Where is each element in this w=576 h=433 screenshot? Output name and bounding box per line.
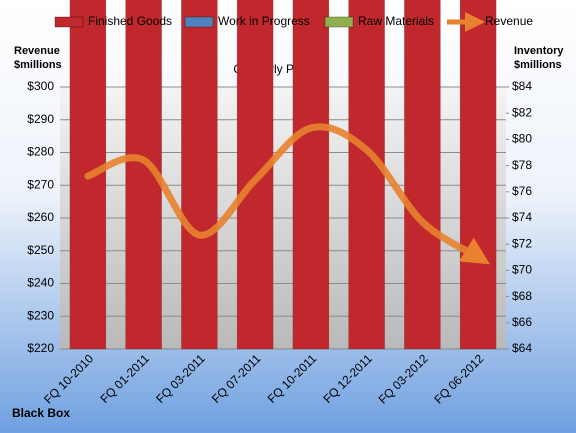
x-tick-label: FQ 03-2012 xyxy=(376,351,431,406)
legend-swatch xyxy=(184,16,214,28)
x-tick-label: FQ 06-2012 xyxy=(431,351,486,406)
y2-tick-label: $70 xyxy=(512,263,532,277)
legend-swatch xyxy=(54,16,84,28)
y-tick-label: $300 xyxy=(27,79,54,93)
y2-tick-label: $76 xyxy=(512,184,532,198)
y2-tick-label: $82 xyxy=(512,105,532,119)
y2-axis-title: Inventory $millions xyxy=(514,45,564,71)
y-tick-label: $280 xyxy=(27,145,54,159)
y-axis-title: Revenue $millions xyxy=(14,45,62,71)
x-tick-label: FQ 12-2011 xyxy=(320,351,375,406)
x-tick-label: FQ 07-2011 xyxy=(209,351,264,406)
y-tick-label: $260 xyxy=(27,210,54,224)
revenue-line xyxy=(84,123,490,265)
y2-tick-label: $72 xyxy=(512,236,532,250)
bar-segment xyxy=(181,0,218,350)
bar-segment xyxy=(292,0,330,350)
y-tick-label: $250 xyxy=(27,243,54,257)
x-tick-label: FQ 10-2010 xyxy=(41,351,96,406)
y2-tick-label: $84 xyxy=(512,79,532,93)
y2-tick-label: $74 xyxy=(512,210,532,224)
legend-label: Raw Materials xyxy=(358,14,434,28)
y2-tick-label: $64 xyxy=(512,341,532,355)
y-tick-label: $230 xyxy=(27,308,54,322)
x-tick-label: FQ 01-2011 xyxy=(97,351,152,406)
y-tick-label: $220 xyxy=(27,341,54,355)
y-tick-label: $290 xyxy=(27,112,54,126)
bar-segment xyxy=(404,0,441,350)
y2-tick-label: $68 xyxy=(512,289,532,303)
legend-swatch xyxy=(324,16,354,28)
legend-label: Revenue xyxy=(485,14,533,28)
bar-segment xyxy=(236,0,274,350)
y2-tick-label: $80 xyxy=(512,132,532,146)
bar-segment xyxy=(459,0,497,350)
x-tick-label: FQ 03-2011 xyxy=(153,351,208,406)
y2-tick-label: $78 xyxy=(512,158,532,172)
y-tick-label: $240 xyxy=(27,276,54,290)
source-label: Black Box xyxy=(12,406,70,420)
legend-label: Work in Progress xyxy=(218,14,310,28)
y-tick-label: $270 xyxy=(27,177,54,191)
bar-segment xyxy=(348,0,385,350)
legend-label: Finished Goods xyxy=(88,14,172,28)
y2-tick-label: $66 xyxy=(512,315,532,329)
x-tick-label: FQ 10-2011 xyxy=(265,351,320,406)
